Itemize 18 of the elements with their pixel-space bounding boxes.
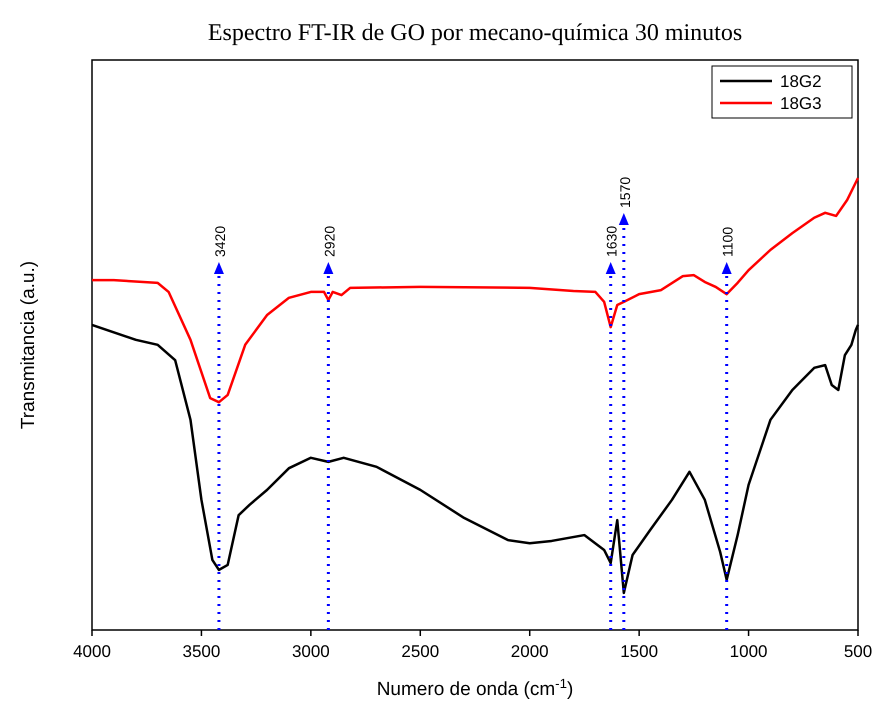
legend-label: 18G2 xyxy=(780,72,822,91)
ref-line-label: 3420 xyxy=(212,226,228,257)
x-tick-label: 4000 xyxy=(73,642,111,661)
ref-line-label: 1630 xyxy=(604,226,620,257)
ref-line-label: 2920 xyxy=(321,226,338,257)
x-tick-label: 3000 xyxy=(292,642,330,661)
x-tick-label: 1500 xyxy=(620,642,658,661)
chart-title: Espectro FT-IR de GO por mecano-química 30 minutos xyxy=(208,20,742,46)
x-tick-label: 1000 xyxy=(730,642,768,661)
y-axis-title: Transmitancia (a.u.) xyxy=(18,260,39,430)
ref-line-label: 1570 xyxy=(616,176,633,208)
ref-line-label: 1100 xyxy=(720,226,736,257)
x-tick-label: 2000 xyxy=(510,642,549,661)
x-axis-title: Numero de onda (cm$^{-1}$) xyxy=(376,676,574,700)
x-tick-label: 2500 xyxy=(401,642,440,661)
x-tick-label: 3500 xyxy=(182,642,220,661)
legend-label: 18G3 xyxy=(780,94,822,113)
x-tick-label: 500 xyxy=(844,642,872,661)
